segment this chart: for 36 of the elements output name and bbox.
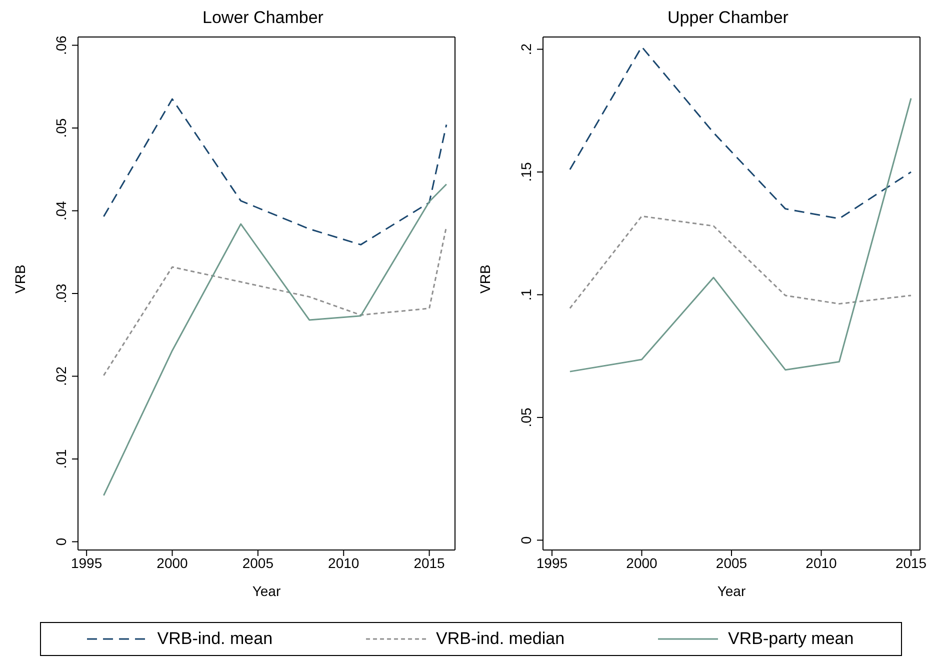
x-axis-title: Year (252, 583, 281, 599)
legend-label: VRB-ind. mean (157, 629, 273, 649)
x-tick-label: 2015 (895, 554, 927, 571)
y-tick-label: .15 (518, 162, 534, 182)
y-tick-label: .02 (53, 366, 69, 386)
x-axis-title: Year (717, 583, 746, 599)
y-tick-label: 0 (53, 538, 69, 546)
line-series (569, 46, 912, 220)
legend-label: VRB-party mean (728, 629, 854, 649)
y-tick-label: .05 (53, 118, 69, 138)
x-tick-label: 2005 (242, 554, 274, 571)
y-tick-label: .05 (518, 408, 534, 428)
x-tick-label: 1995 (70, 554, 102, 571)
line-series (569, 98, 912, 372)
x-tick-label: 2005 (716, 554, 748, 571)
legend-label: VRB-ind. median (436, 629, 565, 649)
y-tick-label: .04 (53, 200, 69, 220)
x-tick-label: 1995 (536, 554, 568, 571)
y-tick-label: .03 (53, 284, 69, 304)
x-tick-label: 2015 (414, 554, 446, 571)
y-tick-label: 0 (518, 536, 534, 544)
y-tick-label: .1 (518, 288, 534, 301)
x-tick-label: 2000 (626, 554, 658, 571)
y-tick-label: .01 (53, 449, 69, 469)
line-series (102, 98, 448, 246)
chart-title: Lower Chamber (202, 8, 324, 29)
x-tick-label: 2010 (806, 554, 838, 571)
y-tick-label: .2 (518, 43, 534, 56)
x-tick-label: 2000 (156, 554, 188, 571)
chart-title: Upper Chamber (666, 8, 790, 29)
line-series (102, 184, 448, 496)
line-series (569, 215, 912, 309)
x-tick-label: 2010 (328, 554, 360, 571)
y-tick-label: .06 (53, 35, 69, 56)
y-axis-title: VRB (12, 264, 28, 294)
y-axis-title: VRB (476, 264, 493, 294)
